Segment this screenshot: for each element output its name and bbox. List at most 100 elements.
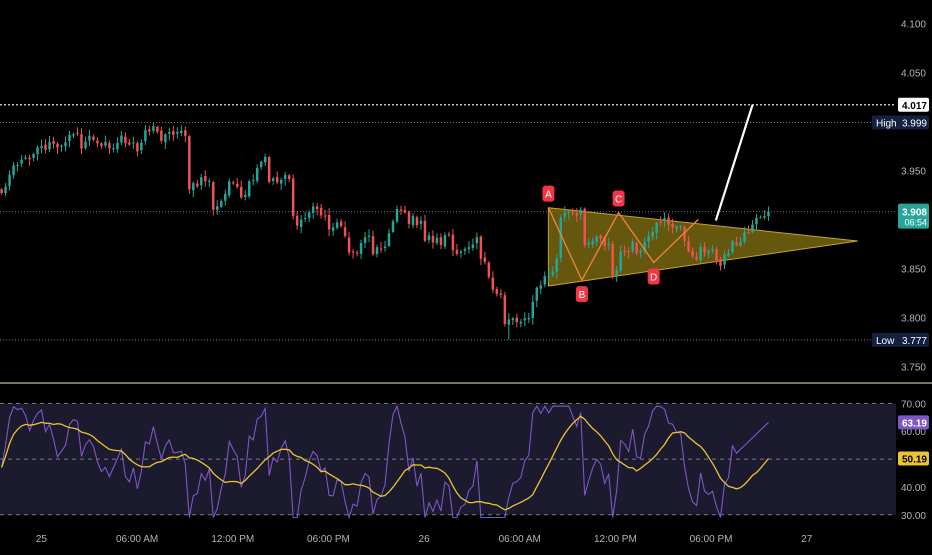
candle-body [164,134,167,143]
candle [627,247,630,259]
candle-body [315,206,319,210]
candle-body [148,129,151,132]
candle-body [515,317,519,323]
candle-body [699,247,702,261]
candle-body [435,237,439,243]
candle-body [120,135,123,143]
triangle-pattern [547,207,858,287]
candle [267,155,271,184]
candle [188,134,191,195]
candle [739,236,742,247]
candle-body [112,148,115,150]
candle [28,154,31,166]
target-price-tag-text: 4.017 [902,101,927,112]
time-tick-label: 12:00 PM [211,534,254,545]
candle-body [595,236,598,242]
candle-body [411,216,415,226]
candle [387,228,391,248]
high-tag-label: High [876,118,897,129]
candle-body [132,142,135,144]
candle [299,215,303,234]
candle-body [84,141,87,149]
candle-body [271,178,275,181]
pivot-badge-c: C [612,190,625,207]
candle [483,251,487,265]
candle-body [555,258,559,272]
candle [443,232,447,250]
candle-body [259,161,263,168]
candle [471,238,475,251]
candle-body [591,241,594,245]
candle [395,205,399,224]
candle [251,174,255,186]
candle-body [367,235,371,237]
candle-body [467,247,471,250]
candle-body [116,142,119,150]
candle-body [583,208,586,245]
candle-body [383,246,387,249]
pivot-badge-bg [612,190,625,207]
candle-body [363,237,367,244]
candle-body [299,219,303,227]
pivot-label: B [579,290,586,301]
candle-body [635,242,638,254]
rsi-layer [0,402,896,520]
grid-layer [0,104,932,384]
candle [723,250,726,270]
candle [487,260,491,280]
candle-body [463,248,467,251]
candle-body [451,234,455,251]
candle-body [351,251,355,253]
candle-body [32,153,35,158]
candle [315,203,319,215]
candle-body [659,222,662,224]
candle-body [60,145,63,147]
candle [291,174,295,220]
candle [407,210,411,229]
candle [56,142,59,154]
candle-body [579,209,582,215]
candle [675,225,678,233]
candle [623,245,626,257]
candle [511,316,515,326]
last-price-value: 3.908 [902,208,927,219]
candle [715,246,718,265]
candle [459,249,463,258]
candle [375,244,379,258]
candle [587,238,590,249]
candle-body [192,183,195,191]
candle [643,237,646,254]
candle [671,218,674,234]
candle-body [535,287,539,301]
high-tag: High 3.999 [872,115,929,130]
candle [180,125,183,137]
candle-body [319,207,323,216]
candle-body [755,217,758,225]
candle [156,125,159,134]
candle-body [204,175,207,182]
candle-body [431,235,435,243]
candle-body [140,142,143,151]
candle [307,210,311,223]
candle [615,266,618,282]
candle [347,232,351,256]
time-tick-label: 06:00 PM [307,534,350,545]
candle-body [711,248,714,251]
candle-body [307,212,311,218]
candle [439,233,443,250]
candle-body [255,167,259,181]
candle [571,208,574,217]
candle [383,240,387,252]
candle-body [747,231,750,233]
candle-body [599,235,602,239]
candle [100,142,103,149]
candle-body [731,241,734,252]
candle-body [707,251,710,254]
candles-layer [0,122,770,340]
candle-body [491,277,495,290]
candle-body [395,209,399,222]
candle-body [311,206,315,213]
candle-body [423,221,427,241]
candle [36,145,39,161]
